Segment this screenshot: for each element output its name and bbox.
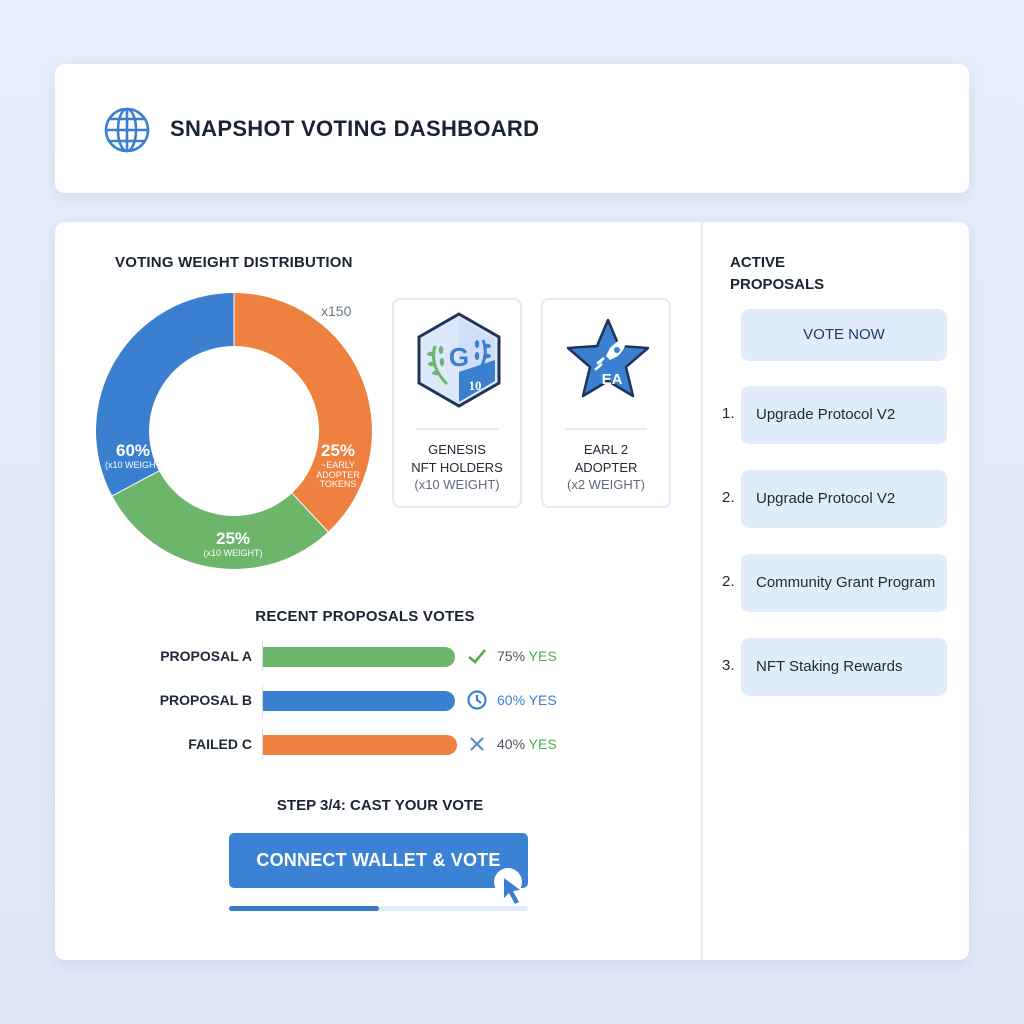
vote-row-failed-c[interactable]: FAILED C 40% YES: [150, 729, 570, 761]
clock-icon: [467, 690, 487, 710]
globe-icon: [104, 107, 150, 153]
connect-wallet-vote-button[interactable]: CONNECT WALLET & VOTE: [229, 833, 528, 888]
vote-row-label: PROPOSAL A: [160, 648, 252, 664]
bar-axis: [262, 685, 263, 717]
donut-segment-genesis: [96, 293, 234, 496]
step-indicator: STEP 3/4: CAST YOUR VOTE: [276, 797, 484, 814]
badge-weight: (x10 WEIGHT): [414, 477, 500, 492]
vote-row-label: FAILED C: [188, 736, 252, 752]
badge-separator: [565, 428, 647, 430]
vote-bar: [263, 735, 457, 755]
vote-bar: [263, 647, 455, 667]
proposal-item[interactable]: Upgrade Protocol V2: [741, 386, 947, 444]
donut-label-green: 25% (x10 WEIGHT): [203, 529, 263, 558]
bar-axis: [262, 641, 263, 673]
vote-result: 40% YES: [497, 736, 557, 752]
vote-now-button[interactable]: VOTE NOW: [741, 309, 947, 361]
genesis-hexagon-badge-icon: G 10: [417, 312, 501, 408]
badge-separator: [416, 428, 498, 430]
donut-label-blue: 60% (x10 WEIGHT: [104, 441, 161, 470]
badge-weight: (x2 WEIGHT): [567, 477, 645, 492]
badge-name: EARL 2 ADOPTER: [574, 442, 638, 475]
step-progress-fill: [229, 906, 379, 911]
vote-row-label: PROPOSAL B: [159, 692, 252, 708]
donut-segment-early-adopter: [234, 293, 372, 532]
check-icon: [468, 649, 486, 664]
header-card: [55, 64, 969, 193]
vote-result: 60% YES: [497, 692, 557, 708]
weight-distribution-title: VOTING WEIGHT DISTRIBUTION: [115, 254, 353, 271]
badge-card-genesis[interactable]: G 10 GENESIS NFT HOLDERS (x10 WEIGHT): [392, 298, 522, 508]
recent-votes-title: RECENT PROPOSALS VOTES: [255, 608, 475, 625]
app-title: SNAPSHOT VOTING DASHBOARD: [170, 116, 540, 141]
voting-weight-donut-chart: [96, 293, 372, 569]
bar-axis: [262, 729, 263, 761]
svg-text:10: 10: [469, 378, 482, 393]
donut-segment-green: [112, 470, 329, 569]
proposal-item[interactable]: NFT Staking Rewards: [741, 638, 947, 696]
proposal-number: 3.: [722, 657, 735, 674]
proposal-number: 1.: [722, 405, 735, 422]
mouse-cursor-icon: [494, 868, 522, 904]
active-proposals-title: ACTIVE PROPOSALS: [730, 254, 825, 293]
proposal-number: 2.: [722, 573, 735, 590]
svg-text:EA: EA: [602, 371, 623, 388]
vote-bar: [263, 691, 455, 711]
proposal-item[interactable]: Community Grant Program: [741, 554, 947, 612]
svg-text:G: G: [449, 342, 469, 372]
proposal-number: 2.: [722, 489, 735, 506]
badge-card-early-adopter[interactable]: EA EARL 2 ADOPTER (x2 WEIGHT): [541, 298, 671, 508]
x-icon: [470, 737, 484, 751]
rocket-star-badge-icon: EA: [566, 318, 650, 398]
badge-name: GENESIS NFT HOLDERS: [411, 442, 503, 475]
vote-row-proposal-b[interactable]: PROPOSAL B 60% YES: [150, 685, 570, 717]
vote-row-proposal-a[interactable]: PROPOSAL A 75% YES: [150, 641, 570, 673]
step-progress-bar: [229, 906, 528, 911]
proposal-item[interactable]: Upgrade Protocol V2: [741, 470, 947, 528]
multiplier-note: x150: [321, 303, 352, 319]
donut-label-orange: 25% ~EARLY ADOPTER TOKENS: [316, 441, 360, 490]
panel-divider: [701, 222, 703, 960]
vote-result: 75% YES: [497, 648, 557, 664]
